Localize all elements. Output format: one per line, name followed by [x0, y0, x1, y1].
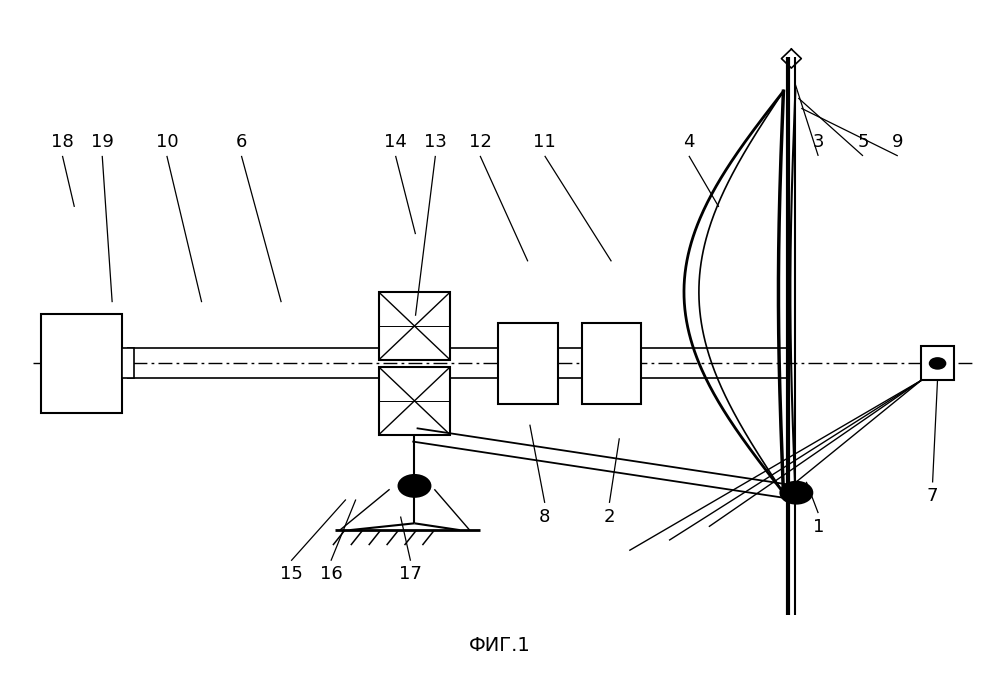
Circle shape [780, 482, 812, 504]
Text: 10: 10 [156, 133, 178, 152]
Text: ФИГ.1: ФИГ.1 [469, 637, 531, 655]
Text: 11: 11 [533, 133, 556, 152]
Text: 16: 16 [320, 565, 342, 583]
Text: 13: 13 [424, 133, 447, 152]
Text: 5: 5 [857, 133, 869, 152]
Text: 17: 17 [399, 565, 422, 583]
Bar [41, 314, 122, 413]
Circle shape [930, 358, 946, 369]
Text: 1: 1 [813, 518, 824, 536]
Text: 19: 19 [91, 133, 114, 152]
Text: 4: 4 [683, 133, 695, 152]
Bar [582, 322, 641, 404]
Circle shape [399, 475, 430, 497]
Text: 15: 15 [280, 565, 303, 583]
Text: 7: 7 [927, 487, 938, 505]
Bar [921, 346, 954, 381]
Text: 6: 6 [236, 133, 247, 152]
Text: 18: 18 [51, 133, 74, 152]
Text: 8: 8 [539, 508, 550, 525]
Text: 2: 2 [604, 508, 615, 525]
Bar [379, 367, 450, 435]
Bar [122, 348, 134, 379]
Text: 3: 3 [812, 133, 824, 152]
Bar [498, 322, 558, 404]
Bar [379, 292, 450, 360]
Text: 9: 9 [892, 133, 904, 152]
Text: 14: 14 [384, 133, 407, 152]
Text: 12: 12 [469, 133, 492, 152]
